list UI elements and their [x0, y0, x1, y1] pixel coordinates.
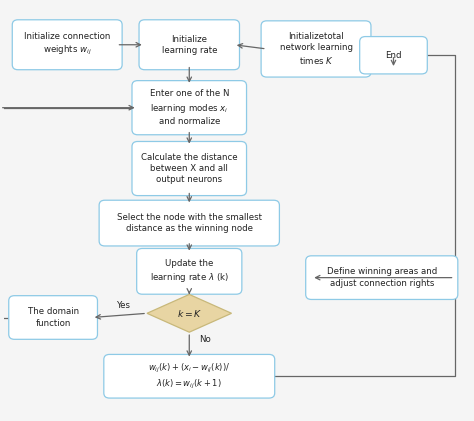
FancyBboxPatch shape	[99, 200, 279, 246]
FancyBboxPatch shape	[139, 20, 239, 70]
FancyBboxPatch shape	[9, 296, 98, 339]
FancyBboxPatch shape	[12, 20, 122, 70]
FancyBboxPatch shape	[104, 354, 275, 398]
FancyBboxPatch shape	[137, 248, 242, 294]
Text: Enter one of the N
learning modes $x_i$
and normalize: Enter one of the N learning modes $x_i$ …	[149, 89, 229, 126]
Text: End: End	[385, 51, 402, 60]
Text: $w_{ij}(k) + (x_i - w_{ij}(k))/$
$\lambda(k) = w_{ij}(k+1)$: $w_{ij}(k) + (x_i - w_{ij}(k))/$ $\lambd…	[148, 362, 230, 391]
Text: The domain
function: The domain function	[27, 307, 79, 328]
Text: No: No	[200, 335, 211, 344]
Text: Update the
learning rate $\lambda$ (k): Update the learning rate $\lambda$ (k)	[150, 259, 229, 284]
FancyBboxPatch shape	[132, 141, 246, 196]
FancyBboxPatch shape	[306, 256, 458, 299]
FancyBboxPatch shape	[360, 37, 427, 74]
Text: Initializetotal
network learning
times $K$: Initializetotal network learning times $…	[280, 32, 353, 66]
Text: Initialize connection
weights $w_{ij}$: Initialize connection weights $w_{ij}$	[24, 32, 110, 57]
Text: Define winning areas and
adjust connection rights: Define winning areas and adjust connecti…	[327, 267, 437, 288]
Polygon shape	[147, 294, 231, 332]
FancyBboxPatch shape	[261, 21, 371, 77]
FancyBboxPatch shape	[132, 81, 246, 135]
Text: $k = K$: $k = K$	[177, 308, 202, 319]
Text: Yes: Yes	[117, 301, 131, 310]
Text: Calculate the distance
between X and all
output neurons: Calculate the distance between X and all…	[141, 152, 237, 184]
Text: Initialize
learning rate: Initialize learning rate	[162, 35, 217, 55]
Text: Select the node with the smallest
distance as the winning node: Select the node with the smallest distan…	[117, 213, 262, 233]
